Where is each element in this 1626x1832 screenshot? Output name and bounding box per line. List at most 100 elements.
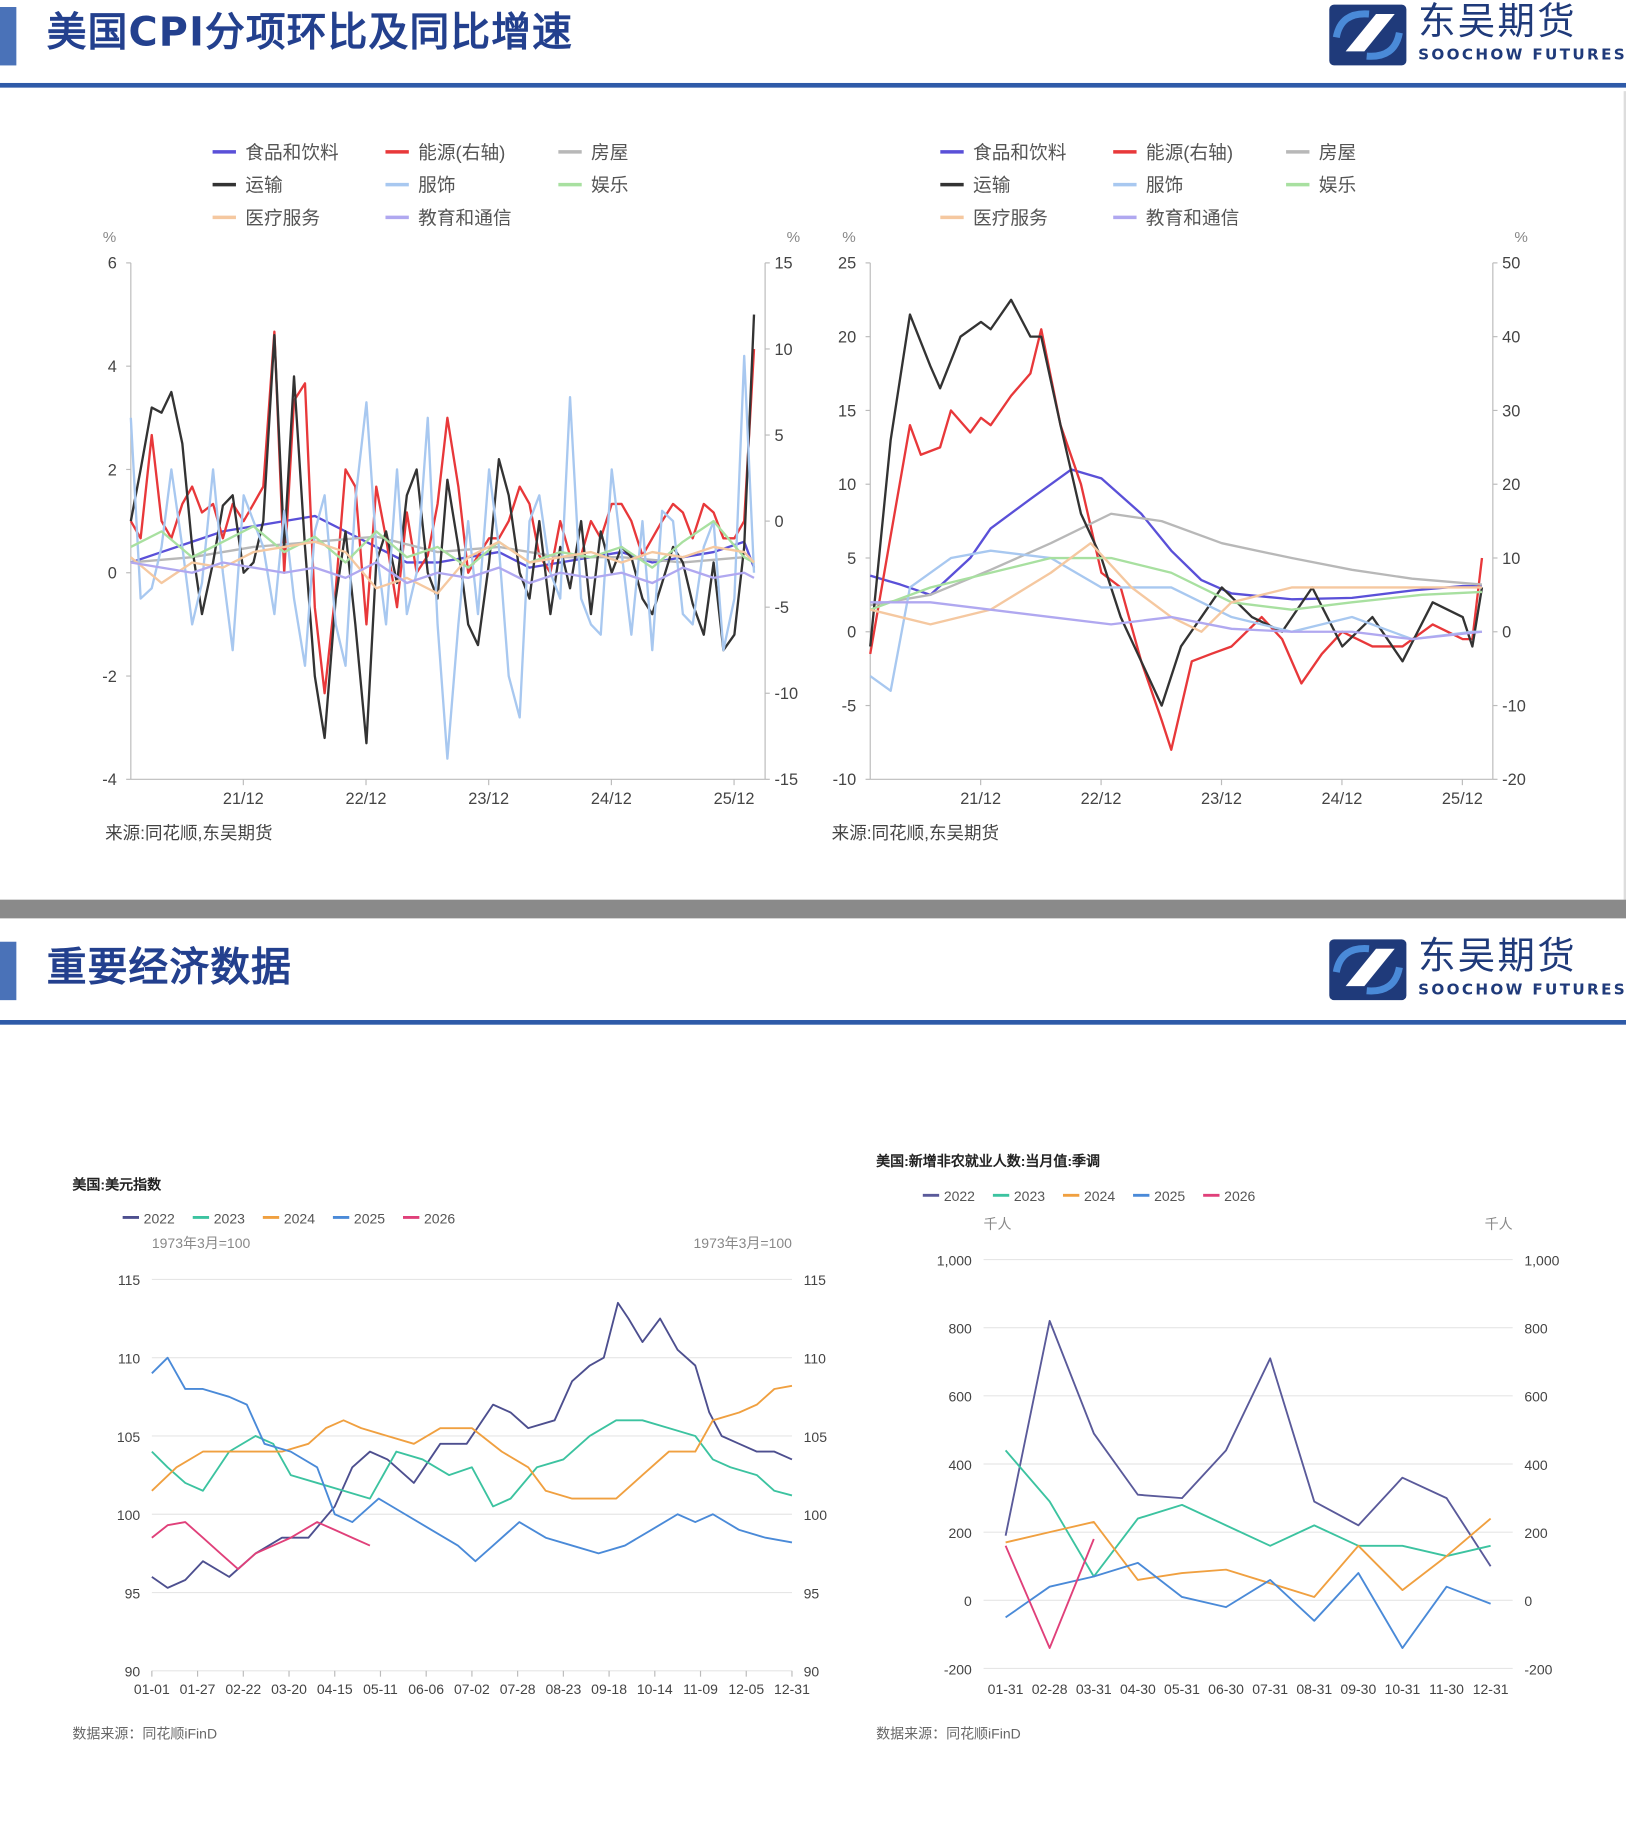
legend-label: 能源(右轴) (418, 142, 505, 163)
y2-tick-label: 10 (774, 341, 792, 359)
y2-tick-label: 5 (774, 427, 783, 445)
y-axis-unit: % (103, 229, 116, 246)
y-tick-label: 2 (108, 461, 117, 479)
chart-3: 美国:美元指数 1973年3月=100 1973年3月=100 115 110 105 10… (72, 1176, 827, 1741)
x-tick-label: 08-31 (1296, 1681, 1332, 1697)
chart-1: % % 6 4 2 0 -2 -4 15 10 5 0 -5 -10 -15 21/12 22/12 23/12 2… (102, 142, 800, 843)
x-tick-label: 10-14 (637, 1681, 673, 1697)
y-tick-label: 95 (125, 1585, 141, 1601)
y-tick-label: 0 (964, 1593, 972, 1609)
y2-tick-label: 1,000 (1524, 1252, 1559, 1268)
y2-tick-label: 100 (804, 1507, 828, 1523)
y2-tick-label: -5 (774, 599, 789, 617)
x-tick-label: 25/12 (714, 790, 755, 808)
x-tick-label: 21/12 (223, 790, 264, 808)
legend-label: 医疗服务 (245, 207, 320, 228)
legend-label: 2025 (1154, 1188, 1185, 1204)
logo-text-cn: 东吴期货 (1418, 0, 1577, 44)
section-title: 重要经济数据 (46, 944, 293, 991)
series-line-食品和饮料 (869, 468, 1482, 601)
y-tick-label: 6 (108, 255, 117, 273)
y-tick-label: 25 (838, 255, 856, 273)
legend-label: 2025 (354, 1210, 385, 1226)
legend-label: 食品和饮料 (973, 142, 1067, 163)
series-line-教育和通信 (130, 561, 755, 585)
x-tick-label: 07-28 (500, 1681, 536, 1697)
y2-tick-label: 50 (1502, 255, 1520, 273)
x-tick-label: 07-02 (454, 1681, 490, 1697)
logo-mark-icon (1329, 939, 1407, 1001)
x-tick-label: 10-31 (1385, 1681, 1421, 1697)
y-tick-label: 4 (108, 358, 117, 376)
legend-label: 服饰 (1146, 175, 1183, 196)
y-tick-label: 0 (108, 565, 117, 583)
y2-tick-label: -10 (1502, 697, 1526, 715)
x-tick-label: 09-30 (1340, 1681, 1376, 1697)
x-tick-label: 22/12 (1081, 790, 1122, 808)
chart-source: 来源:同花顺,东吴期货 (105, 823, 272, 843)
y2-tick-label: 105 (804, 1429, 828, 1445)
y-tick-label: 115 (118, 1272, 141, 1288)
y-axis-unit: % (842, 229, 855, 246)
logo-text-en: SOOCHOW FUTURES (1418, 981, 1626, 999)
y-tick-label: 10 (838, 476, 856, 494)
x-tick-label: 02-22 (225, 1681, 261, 1697)
series-line-服饰 (869, 549, 1482, 692)
logo-text-cn: 东吴期货 (1418, 933, 1577, 978)
series-line-能源(右轴) (129, 330, 756, 695)
x-tick-label: 22/12 (346, 790, 387, 808)
y-tick-label: -200 (944, 1661, 972, 1677)
x-tick-label: 05-31 (1164, 1681, 1200, 1697)
y-axis-unit: 千人 (984, 1216, 1012, 1232)
y2-tick-label: 400 (1524, 1457, 1548, 1473)
y-tick-label: 105 (117, 1429, 141, 1445)
x-tick-label: 23/12 (468, 790, 509, 808)
y2-tick-label: 200 (1524, 1525, 1548, 1541)
legend-label: 教育和通信 (418, 207, 511, 228)
y2-tick-label: 0 (1502, 624, 1511, 642)
y-tick-label: -2 (102, 668, 117, 686)
series-line-2026 (1004, 1538, 1095, 1649)
series-line-2024 (151, 1384, 793, 1500)
chart-source: 来源:同花顺,东吴期货 (832, 823, 999, 843)
legend-label: 房屋 (591, 142, 628, 163)
chart-source: 数据来源：同花顺iFinD (72, 1726, 217, 1742)
series-line-2022 (1004, 1319, 1492, 1567)
x-tick-label: 24/12 (1321, 790, 1362, 808)
y2-axis-unit: 1973年3月=100 (694, 1235, 793, 1251)
section-separator (0, 899, 1626, 919)
series-line-教育和通信 (870, 601, 1483, 641)
y2-axis-unit: % (1514, 229, 1527, 246)
x-tick-label: 03-20 (271, 1681, 307, 1697)
y-tick-label: 400 (949, 1457, 973, 1473)
y2-tick-label: 600 (1524, 1389, 1548, 1405)
y2-tick-label: -15 (774, 771, 798, 789)
y-tick-label: 15 (838, 402, 856, 420)
x-tick-label: 12-31 (774, 1681, 810, 1697)
legend-label: 娱乐 (1319, 175, 1356, 196)
y2-tick-label: -20 (1502, 771, 1526, 789)
chart-title: 美国:新增非农就业人数:当月值:季调 (876, 1153, 1100, 1169)
y-tick-label: -5 (842, 697, 857, 715)
y-axis-unit: 1973年3月=100 (152, 1235, 251, 1251)
y-tick-label: 20 (838, 329, 856, 347)
y2-axis-unit: % (787, 229, 800, 246)
x-tick-label: 03-31 (1076, 1681, 1112, 1697)
y2-tick-label: 115 (804, 1272, 827, 1288)
x-tick-label: 01-27 (180, 1681, 216, 1697)
y-tick-label: 90 (125, 1664, 141, 1680)
legend-label: 医疗服务 (973, 207, 1048, 228)
y2-tick-label: 95 (804, 1585, 820, 1601)
series-line-2023 (1004, 1449, 1491, 1578)
x-tick-label: 04-30 (1120, 1681, 1156, 1697)
y2-tick-label: 30 (1502, 402, 1520, 420)
brand-logo: 东吴期货 SOOCHOW FUTURES (1329, 933, 1625, 1002)
x-tick-label: 04-15 (317, 1681, 353, 1697)
x-tick-label: 24/12 (591, 790, 632, 808)
legend-label: 2023 (214, 1210, 245, 1226)
y-tick-label: 110 (118, 1351, 141, 1367)
chart-source: 数据来源：同花顺iFinD (876, 1726, 1021, 1742)
